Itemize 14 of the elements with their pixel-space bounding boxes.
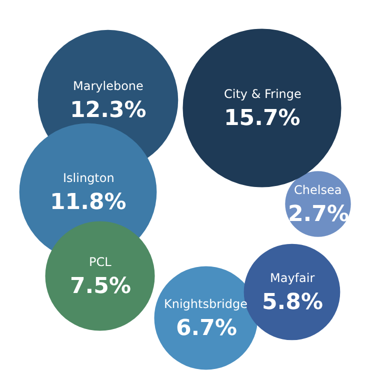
data-label: 15.7% [224,106,300,131]
data-label: 5.8% [262,290,324,315]
category-label: City & Fringe [224,87,302,101]
data-label: 2.7% [288,202,350,227]
data-label: 6.7% [176,316,238,341]
category-label: Knightsbridge [164,297,248,311]
category-label: Chelsea [294,183,342,197]
category-label: Mayfair [270,271,315,285]
category-label: Marylebone [73,79,144,93]
category-label: PCL [89,255,112,269]
data-label: 7.5% [70,274,132,299]
category-label: Islington [63,171,114,185]
data-label: 11.8% [50,190,126,215]
data-label: 12.3% [70,98,146,123]
